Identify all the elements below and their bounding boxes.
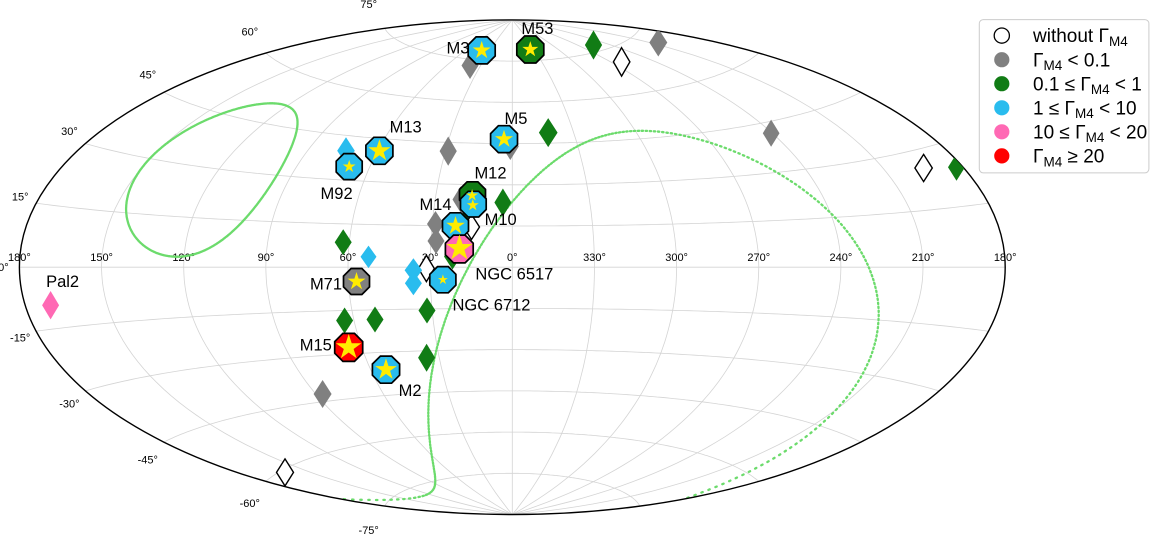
svg-text:300°: 300° [665, 252, 688, 264]
svg-text:15°: 15° [12, 192, 29, 204]
svg-text:90°: 90° [258, 252, 275, 264]
svg-text:M2: M2 [399, 382, 422, 400]
svg-text:1 ≤ ΓM4 < 10: 1 ≤ ΓM4 < 10 [1033, 98, 1137, 121]
svg-text:45°: 45° [139, 70, 156, 82]
svg-text:10 ≤ ΓM4 < 20: 10 ≤ ΓM4 < 20 [1033, 122, 1147, 145]
svg-text:Pal2: Pal2 [46, 273, 79, 291]
svg-text:M71: M71 [310, 275, 342, 293]
svg-text:270°: 270° [747, 252, 770, 264]
svg-text:240°: 240° [830, 252, 853, 264]
svg-text:M14: M14 [419, 196, 451, 214]
svg-text:330°: 330° [583, 252, 606, 264]
svg-text:0.1 ≤ ΓM4 < 1: 0.1 ≤ ΓM4 < 1 [1033, 74, 1142, 97]
svg-text:0°: 0° [507, 252, 518, 264]
svg-text:-45°: -45° [138, 455, 158, 467]
svg-text:75°: 75° [360, 0, 377, 11]
svg-text:30°: 30° [61, 126, 78, 138]
svg-text:M92: M92 [321, 185, 353, 203]
svg-text:0°: 0° [0, 262, 9, 274]
svg-text:M12: M12 [474, 164, 506, 182]
svg-text:-60°: -60° [240, 498, 260, 510]
svg-text:M13: M13 [390, 118, 422, 136]
svg-text:M10: M10 [485, 211, 517, 229]
svg-text:-15°: -15° [10, 333, 30, 345]
svg-text:NGC 6517: NGC 6517 [475, 265, 553, 283]
svg-text:-30°: -30° [59, 398, 79, 410]
svg-text:M5: M5 [505, 110, 528, 128]
svg-text:M53: M53 [521, 20, 553, 38]
svg-text:60°: 60° [241, 26, 258, 38]
svg-text:without ΓM4: without ΓM4 [1032, 26, 1128, 49]
svg-text:M15: M15 [300, 337, 332, 355]
svg-text:60°: 60° [340, 252, 357, 264]
svg-text:-75°: -75° [359, 525, 379, 535]
svg-text:150°: 150° [90, 252, 113, 264]
svg-text:M3: M3 [447, 40, 470, 58]
svg-text:210°: 210° [912, 252, 935, 264]
svg-text:NGC 6712: NGC 6712 [453, 296, 531, 314]
